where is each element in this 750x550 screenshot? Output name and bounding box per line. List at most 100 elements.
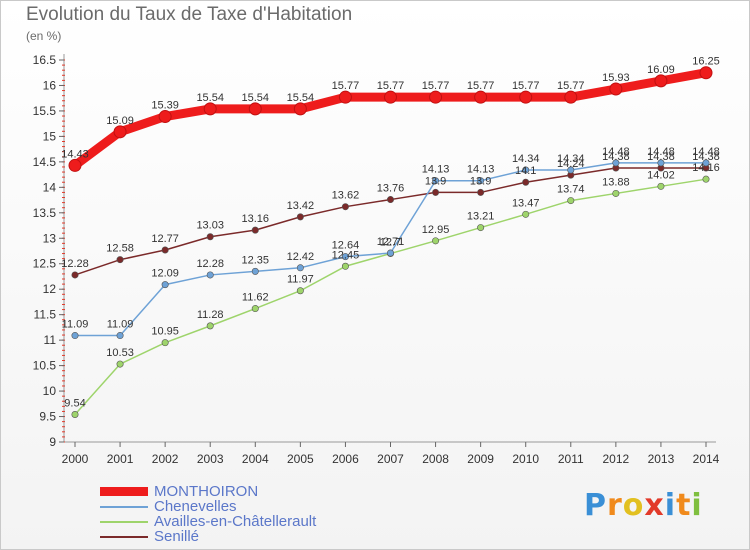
data-label: 14.43	[61, 148, 89, 160]
x-tick-label: 2005	[287, 452, 314, 466]
x-tick-label: 2008	[422, 452, 449, 466]
data-point	[206, 271, 214, 279]
data-point	[116, 256, 124, 264]
data-point	[519, 90, 533, 104]
data-point	[432, 188, 440, 196]
legend-label: MONTHOIRON	[154, 483, 259, 500]
data-point	[612, 159, 620, 167]
x-tick-label: 2002	[152, 452, 179, 466]
x-tick-label: 2012	[603, 452, 630, 466]
data-point	[248, 102, 262, 116]
data-label: 16.09	[647, 64, 675, 76]
legend-swatch	[100, 487, 148, 496]
data-point	[116, 360, 124, 368]
series-line	[74, 178, 707, 416]
data-point	[296, 213, 304, 221]
data-label: 12.64	[332, 240, 360, 252]
data-label: 14.1	[515, 165, 536, 177]
y-tick-label: 15.5	[33, 104, 57, 118]
data-point	[71, 410, 79, 418]
data-label: 12.28	[196, 258, 224, 270]
data-point	[702, 159, 710, 167]
legend-swatch	[100, 520, 148, 523]
data-label: 11.28	[197, 309, 224, 321]
data-point	[429, 90, 443, 104]
y-tick-label: 12	[43, 282, 57, 296]
data-point	[477, 188, 485, 196]
data-point	[612, 189, 620, 197]
y-tick-label: 11	[44, 333, 57, 347]
data-point	[477, 224, 485, 232]
data-point	[657, 159, 665, 167]
data-label: 13.62	[332, 190, 360, 202]
data-label: 13.9	[470, 175, 491, 187]
y-tick-label: 16	[43, 78, 57, 92]
data-label: 14.16	[692, 162, 720, 174]
data-label: 12.42	[287, 251, 315, 263]
data-label: 11.97	[287, 274, 314, 286]
data-point	[567, 166, 575, 174]
data-label: 13.74	[557, 184, 585, 196]
data-point	[158, 110, 172, 124]
data-label: 14.24	[557, 158, 585, 170]
unit-label: (en %)	[26, 29, 62, 43]
data-point	[474, 90, 488, 104]
legend-item: MONTHOIRON	[100, 484, 316, 499]
data-label: 10.95	[151, 326, 179, 338]
x-tick-label: 2013	[648, 452, 675, 466]
legend: MONTHOIRON Chenevelles Availles-en-Châtell…	[100, 484, 316, 544]
data-label: 15.39	[151, 100, 179, 112]
logo-letter: t	[676, 488, 692, 523]
data-point	[71, 332, 79, 340]
data-point	[161, 246, 169, 254]
data-label: 12.35	[242, 254, 270, 266]
y-tick-label: 16.5	[33, 53, 57, 67]
data-label: 15.77	[512, 80, 540, 92]
data-point	[116, 332, 124, 340]
data-label: 11.62	[242, 292, 269, 304]
x-tick-label: 2011	[558, 452, 584, 466]
x-tick-label: 2000	[62, 452, 89, 466]
data-label: 13.21	[467, 211, 495, 223]
data-label: 15.77	[332, 80, 360, 92]
data-label: 14.38	[692, 151, 720, 163]
data-point	[161, 339, 169, 347]
y-tick-label: 10	[43, 384, 57, 398]
data-label: 11.09	[62, 319, 89, 331]
data-label: 14.38	[647, 151, 675, 163]
x-tick-label: 2003	[197, 452, 224, 466]
data-point	[206, 233, 214, 241]
x-tick-label: 2010	[512, 452, 539, 466]
legend-label: Chenevelles	[154, 498, 237, 515]
data-point	[654, 74, 668, 88]
data-label: 14.48	[647, 146, 675, 158]
legend-label: Availles-en-Châtellerault	[154, 513, 317, 530]
data-label: 12.95	[422, 224, 450, 236]
proxiti-logo: Proxiti	[584, 488, 703, 523]
data-label: 14.13	[467, 164, 495, 176]
data-point	[113, 125, 127, 139]
data-point	[206, 322, 214, 330]
data-point	[203, 102, 217, 116]
data-point	[341, 262, 349, 270]
data-point	[251, 226, 259, 234]
x-tick-label: 2014	[693, 452, 720, 466]
data-label: 12.71	[377, 236, 405, 248]
data-label: 13.9	[425, 175, 446, 187]
data-point	[71, 271, 79, 279]
data-label: 13.47	[512, 197, 540, 209]
data-point	[341, 253, 349, 261]
data-label: 14.48	[602, 146, 630, 158]
y-tick-label: 12.5	[33, 257, 57, 271]
data-point	[251, 305, 259, 313]
data-point	[522, 166, 530, 174]
data-point	[296, 287, 304, 295]
data-label: 15.93	[602, 72, 630, 84]
data-point	[702, 175, 710, 183]
data-label: 12.58	[106, 243, 134, 255]
data-label: 13.03	[196, 220, 224, 232]
y-tick-label: 13.5	[33, 206, 57, 220]
data-point	[432, 177, 440, 185]
data-label: 14.13	[422, 164, 450, 176]
